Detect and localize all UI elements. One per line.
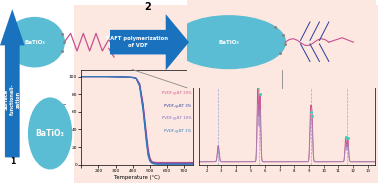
Circle shape xyxy=(172,16,285,68)
FancyBboxPatch shape xyxy=(181,0,378,89)
Text: PVDF-g-BT 1%: PVDF-g-BT 1% xyxy=(164,128,192,132)
Y-axis label: weight (%): weight (%) xyxy=(62,103,67,131)
Circle shape xyxy=(5,18,64,67)
Circle shape xyxy=(29,98,71,169)
Text: $-CH_2-CF_2-H$: $-CH_2-CF_2-H$ xyxy=(300,77,323,84)
Text: PVDF-g-BT 10%: PVDF-g-BT 10% xyxy=(162,116,192,120)
Text: $-CH_2-CF_2-CH_2-CF_2-CH_2-CF_2-CH_2-CF_2-$: $-CH_2-CF_2-CH_2-CF_2-CH_2-CF_2-CH_2-CF_… xyxy=(227,69,292,77)
Text: 1: 1 xyxy=(10,157,15,166)
Text: BaTiO₃: BaTiO₃ xyxy=(24,40,45,45)
Text: BaTiO₃: BaTiO₃ xyxy=(36,129,65,138)
Text: Surface
functionali-
zation: Surface functionali- zation xyxy=(3,84,21,115)
Text: PVDF-g-BT 3%: PVDF-g-BT 3% xyxy=(164,104,192,108)
Text: $-CH_2-CF_2-S(O)-O-CH_2-CH_3$: $-CH_2-CF_2-S(O)-O-CH_2-CH_3$ xyxy=(193,77,243,84)
Text: 2: 2 xyxy=(144,2,151,12)
Polygon shape xyxy=(0,9,25,157)
Text: RAFT polymerization
of VDF: RAFT polymerization of VDF xyxy=(107,36,169,48)
FancyBboxPatch shape xyxy=(62,0,378,183)
Polygon shape xyxy=(110,14,189,70)
X-axis label: Temperature (°C): Temperature (°C) xyxy=(114,175,160,180)
Text: BaTiO₃: BaTiO₃ xyxy=(218,40,239,45)
Text: PVDF-g-BT 20%: PVDF-g-BT 20% xyxy=(162,92,192,95)
